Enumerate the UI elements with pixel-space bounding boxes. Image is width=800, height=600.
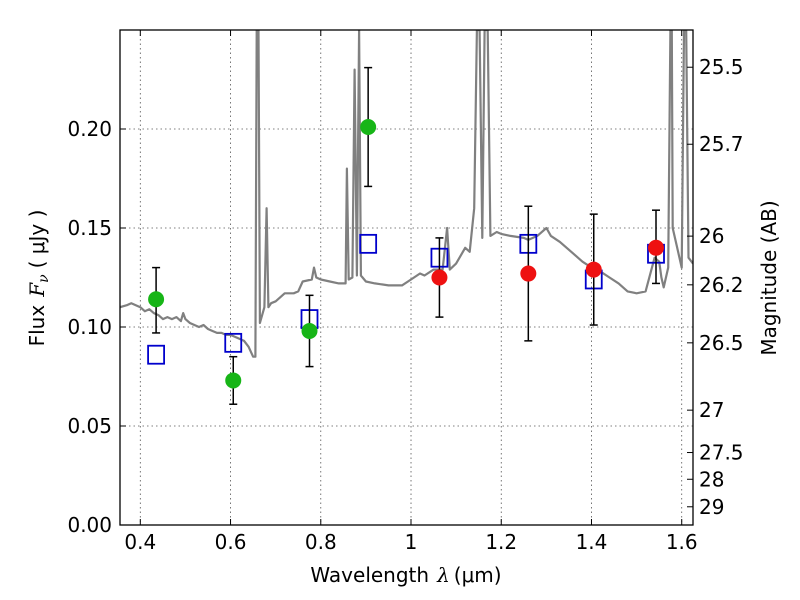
green-data-point	[360, 119, 377, 136]
y2-tick-label: 25.7	[699, 132, 744, 156]
red-data-point	[648, 239, 665, 256]
x-tick-label: 1.2	[485, 530, 517, 554]
y2-tick-label: 25.5	[699, 55, 744, 79]
y-axis-symbol: F	[25, 282, 49, 298]
x-tick-label: 0.4	[124, 530, 156, 554]
y2-axis-label: Magnitude (AB)	[757, 200, 781, 355]
y-axis-subscript: ν	[36, 274, 52, 283]
sed-model-line	[120, 30, 693, 358]
y-tick-label: 0.00	[67, 513, 112, 537]
x-axis-label: Wavelength λ (μm)	[310, 563, 501, 587]
x-axis-unit: (μm)	[454, 563, 502, 587]
y-axis-label-text: Flux	[25, 305, 49, 347]
plot-frame	[119, 29, 694, 526]
y2-tick-label: 27.5	[699, 441, 744, 465]
plot-area	[120, 30, 693, 405]
red-data-point	[520, 265, 537, 282]
x-tick-label: 1.6	[666, 530, 698, 554]
x-tick-label: 1	[405, 530, 418, 554]
x-tick-label: 1.4	[576, 530, 608, 554]
x-tick-label: 0.6	[215, 530, 247, 554]
grid-lines	[120, 30, 693, 526]
x-tick-label: 0.8	[305, 530, 337, 554]
red-data-point	[431, 269, 448, 286]
y-tick-label: 0.10	[67, 315, 112, 339]
model-square-point	[147, 344, 165, 365]
red-data-point	[585, 261, 602, 278]
y2-tick-label: 26	[699, 224, 724, 248]
x-axis-symbol: λ	[436, 563, 450, 587]
y-tick-label: 0.20	[67, 117, 112, 141]
y2-tick-label: 27	[699, 398, 724, 422]
green-data-point	[148, 291, 165, 308]
x-axis-label-text: Wavelength	[310, 563, 429, 587]
y2-tick-label: 29	[699, 495, 724, 519]
green-data-point	[301, 322, 318, 339]
axes: 0.4 0.6 0.8 1 1.2 1.4 1.6 0.00 0.05 0.10 0.15 0.20 2…	[67, 30, 744, 554]
y2-tick-label: 28	[699, 467, 724, 491]
y-axis-unit: ( μJy )	[25, 210, 49, 269]
y2-tick-label: 26.5	[699, 331, 744, 355]
green-data-point	[225, 372, 242, 389]
model-square-point	[224, 332, 243, 353]
y-tick-label: 0.15	[67, 216, 112, 240]
model-square-point	[359, 233, 378, 254]
y2-tick-label: 26.2	[699, 273, 744, 297]
y-axis-label: Flux Fν ( μJy )	[25, 210, 52, 347]
y-tick-label: 0.05	[67, 414, 112, 438]
